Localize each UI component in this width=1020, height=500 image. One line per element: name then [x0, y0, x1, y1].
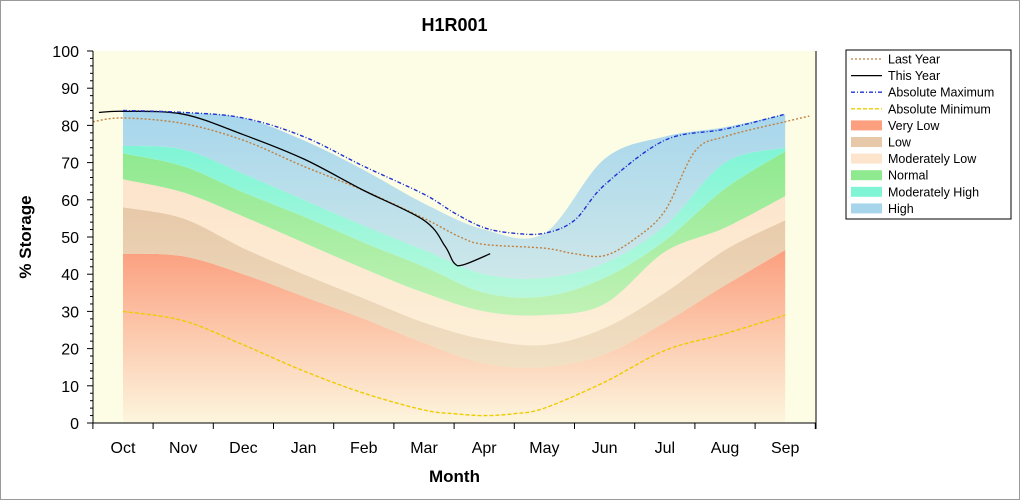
- y-tick-label: 80: [61, 118, 79, 135]
- y-tick-label: 10: [61, 379, 79, 396]
- x-tick-label: Sep: [771, 440, 800, 457]
- legend-swatch: [851, 137, 882, 147]
- y-tick-label: 100: [52, 44, 79, 61]
- y-tick-label: 60: [61, 193, 79, 210]
- legend-label: Absolute Maximum: [888, 86, 994, 100]
- axes: 0 10 20 30 40 50 60 70 80 90 100 Oct Nov Dec Jan Feb Mar…: [52, 44, 817, 457]
- x-tick-label: Aug: [711, 440, 739, 457]
- band-low: [123, 207, 786, 368]
- legend-label: Moderately Low: [888, 152, 977, 166]
- legend-item-moderately-high: Moderately High: [851, 185, 979, 199]
- x-tick-label: Feb: [350, 440, 378, 457]
- legend-label: High: [888, 202, 914, 216]
- x-tick-label: Dec: [229, 440, 257, 457]
- legend-label: This Year: [888, 69, 940, 83]
- series-absolute-maximum: [122, 109, 786, 236]
- y-tick-label: 50: [61, 230, 79, 247]
- y-tick-label: 0: [70, 416, 79, 433]
- legend-label: Normal: [888, 169, 928, 183]
- legend: Last Year This Year Absolute Maximum Absolu…: [845, 49, 1012, 220]
- legend-swatch: [851, 120, 882, 131]
- band-moderately-high: [123, 145, 786, 298]
- legend-item-absolute-minimum: Absolute Minimum: [851, 102, 991, 116]
- x-tick-label: Nov: [169, 440, 197, 457]
- legend-swatch: [851, 153, 882, 164]
- x-tick-label: Oct: [111, 440, 136, 457]
- legend-swatch: [851, 203, 882, 214]
- legend-item-normal: Normal: [851, 169, 928, 183]
- legend-item-this-year: This Year: [851, 69, 940, 83]
- x-tick-label: May: [529, 440, 559, 457]
- band-very-low: [123, 250, 786, 423]
- chart-title: H1R001: [421, 15, 487, 35]
- x-tick-label: Mar: [410, 440, 438, 457]
- legend-label: Very Low: [888, 119, 940, 133]
- legend-item-absolute-maximum: Absolute Maximum: [851, 86, 994, 100]
- band-normal: [123, 151, 786, 316]
- legend-label: Last Year: [888, 53, 940, 67]
- x-tick-label: Apr: [472, 440, 498, 457]
- y-axis-title: % Storage: [16, 195, 35, 278]
- legend-item-high: High: [851, 202, 914, 216]
- legend-label: Absolute Minimum: [888, 102, 991, 116]
- series-lines: [92, 109, 810, 417]
- series-last-year: [92, 115, 810, 258]
- legend-label: Low: [888, 136, 912, 150]
- y-tick-label: 70: [61, 156, 79, 173]
- legend-swatch: [851, 170, 882, 181]
- legend-item-low: Low: [851, 136, 912, 150]
- series-absolute-minimum: [122, 310, 786, 417]
- legend-item-last-year: Last Year: [851, 53, 940, 67]
- legend-label: Moderately High: [888, 185, 979, 199]
- x-tick-label: Jul: [655, 440, 675, 457]
- y-tick-label: 30: [61, 304, 79, 321]
- x-tick-label: Jun: [592, 440, 618, 457]
- y-tick-label: 90: [61, 81, 79, 98]
- band-moderately-low: [123, 179, 786, 346]
- legend-swatch: [851, 186, 882, 197]
- legend-item-very-low: Very Low: [851, 119, 940, 133]
- y-tick-label: 40: [61, 267, 79, 284]
- x-tick-label: Jan: [291, 440, 317, 457]
- legend-item-moderately-low: Moderately Low: [851, 152, 977, 166]
- y-tick-label: 20: [61, 342, 79, 359]
- x-axis-title: Month: [429, 467, 480, 486]
